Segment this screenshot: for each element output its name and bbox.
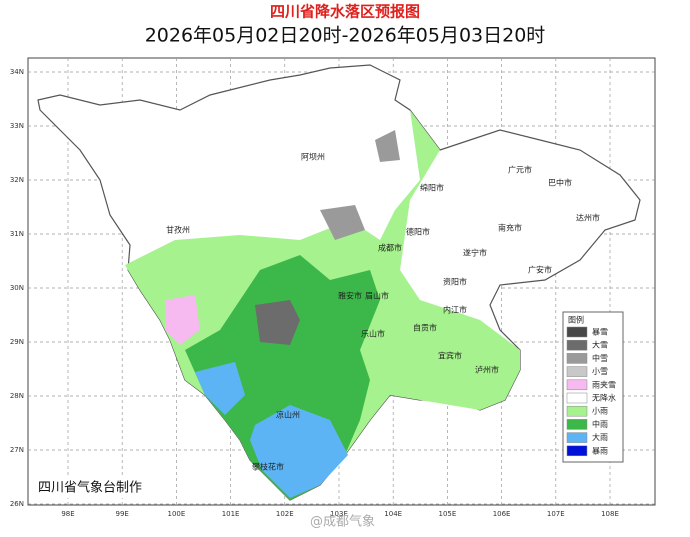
lon-label: 106E [493, 510, 511, 518]
city-label: 眉山市 [365, 291, 389, 301]
title: 四川省降水落区预报图 [270, 3, 420, 21]
city-label: 资阳市 [443, 277, 467, 287]
lon-label: 108E [601, 510, 619, 518]
legend-swatch [566, 392, 588, 404]
legend-label: 中雨 [592, 419, 608, 429]
lat-label: 32N [10, 176, 24, 184]
legend-label: 大雨 [592, 432, 608, 442]
lat-label: 27N [10, 446, 24, 454]
city-label: 达州市 [576, 213, 600, 223]
city-label: 广安市 [528, 265, 552, 275]
city-label: 内江市 [443, 305, 467, 315]
legend-label: 无降水 [592, 393, 616, 403]
legend-label: 小雨 [592, 407, 608, 416]
lon-label: 104E [384, 510, 402, 518]
legend-label: 暴雨 [592, 446, 608, 455]
lat-label: 30N [10, 284, 24, 292]
lat-label: 29N [10, 338, 24, 346]
legend-label: 雨夹雪 [592, 379, 616, 389]
city-label: 泸州市 [475, 365, 499, 375]
legend-label: 暴雪 [592, 328, 608, 337]
legend-swatch [566, 366, 588, 377]
snow-area [320, 205, 365, 240]
lon-label: 98E [61, 510, 74, 518]
city-labels: 阿坝州绵阳市 广元市巴中市达州市南充市 德阳市 甘孜州成都市遂宁市广安市资阳市雅安市眉… [166, 153, 600, 472]
city-label: 阿坝州 [301, 153, 325, 162]
legend-swatch [566, 405, 588, 417]
city-label: 自贡市 [413, 323, 437, 333]
city-label: 南充市 [498, 223, 522, 233]
city-label: 甘孜州 [166, 225, 190, 235]
heavy-rain-area [195, 362, 245, 415]
legend-label: 大雪 [592, 340, 608, 350]
lon-label: 99E [116, 510, 129, 518]
legend-swatch [566, 432, 588, 443]
legend-label: 小雪 [592, 367, 608, 376]
lat-label: 34N [10, 68, 24, 76]
lon-label: 105E [439, 510, 457, 518]
city-label: 乐山市 [361, 329, 385, 339]
city-label: 凉山州 [276, 410, 300, 420]
legend-swatch [566, 379, 588, 391]
city-label: 攀枝花市 [252, 462, 284, 472]
lon-label: 102E [276, 510, 294, 518]
legend-swatch [566, 339, 588, 351]
snow-area [255, 300, 300, 345]
snow-area [375, 130, 400, 162]
lat-label: 31N [10, 230, 24, 238]
watermark: @成都气象 [310, 514, 375, 530]
footer: 四川省气象台制作 [38, 480, 142, 496]
lon-label: 101E [222, 510, 240, 518]
legend-swatch [566, 445, 588, 457]
city-label: 宜宾市 [438, 351, 462, 361]
lon-label: 100E [168, 510, 186, 518]
lat-label: 26N [10, 500, 24, 508]
city-label: 广元市 [508, 165, 532, 175]
lat-label: 33N [10, 122, 24, 130]
footer-bg [32, 478, 172, 498]
sleet-area [165, 295, 200, 345]
lon-label: 103E [330, 510, 348, 518]
subtitle: 2026年05月02日20时-2026年05月03日20时 [145, 25, 546, 47]
city-label: 成都市 [378, 243, 402, 253]
legend-swatch [566, 326, 588, 338]
legend-title: 图例 [568, 315, 584, 325]
lon-label: 107E [547, 510, 565, 518]
heavy-rain-area [250, 405, 348, 498]
city-label: 雅安市 [338, 291, 362, 301]
city-label: 巴中市 [548, 178, 572, 188]
legend-swatch [566, 353, 588, 364]
legend-swatch [566, 419, 588, 430]
lat-label: 28N [10, 392, 24, 400]
city-label: 遂宁市 [463, 248, 487, 258]
city-label: 德阳市 [406, 227, 430, 237]
city-label: 绵阳市 [420, 183, 444, 193]
legend-label: 中雪 [592, 353, 608, 363]
